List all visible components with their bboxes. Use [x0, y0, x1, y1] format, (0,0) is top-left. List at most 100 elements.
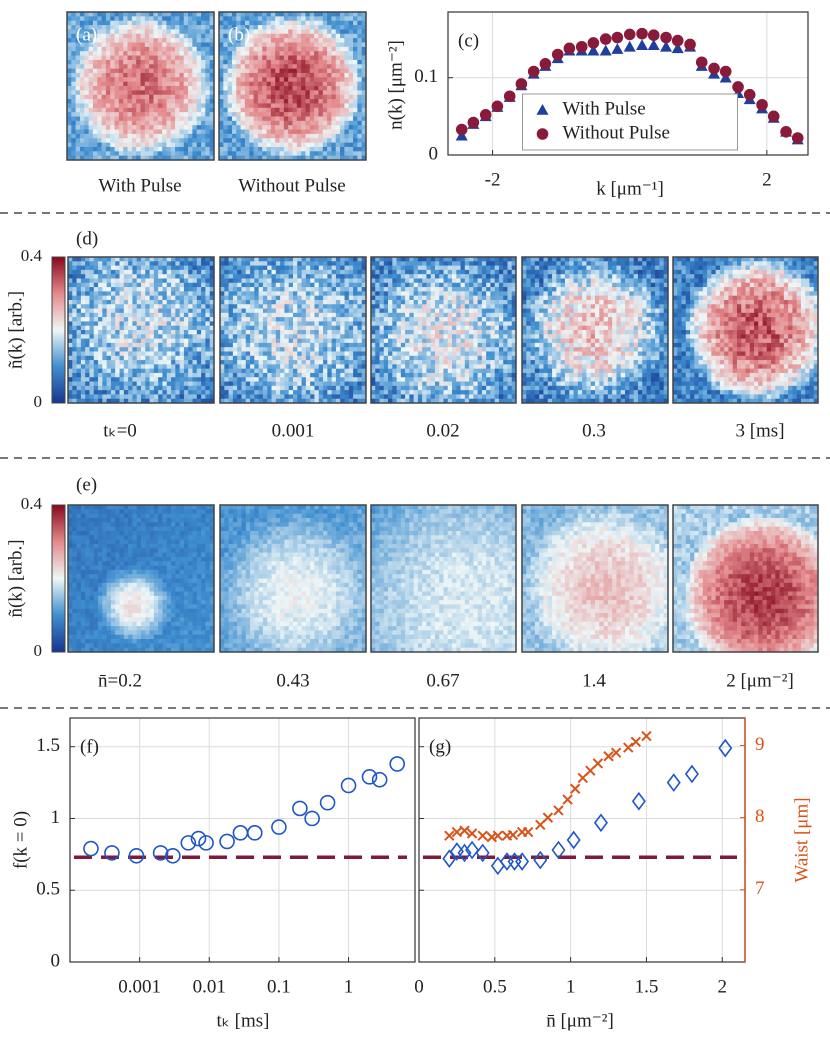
pixel: [123, 142, 128, 148]
pixel: [183, 42, 189, 48]
pixel: [279, 155, 285, 161]
pixel: [153, 282, 159, 288]
pixel: [128, 278, 133, 284]
pixel: [231, 125, 237, 130]
pixel: [296, 20, 302, 26]
pixel: [236, 38, 242, 43]
pixel: [250, 261, 255, 266]
pixel: [136, 372, 142, 378]
pixel: [357, 16, 363, 22]
pixel: [392, 372, 397, 378]
pixel: [301, 372, 307, 378]
pixel: [149, 291, 155, 297]
pixel: [72, 368, 77, 374]
pixel: [153, 355, 159, 361]
pixel: [179, 351, 185, 357]
pixel: [179, 99, 185, 104]
pixel: [162, 138, 167, 143]
pixel: [119, 377, 125, 382]
pixel: [183, 372, 189, 378]
pixel: [72, 287, 77, 292]
pixel: [149, 55, 154, 61]
pixel: [140, 103, 146, 109]
pixel: [175, 42, 180, 48]
pixel: [223, 120, 229, 126]
pixel: [98, 381, 103, 387]
pixel: [236, 103, 242, 109]
pixel: [292, 90, 298, 96]
pixel: [196, 38, 202, 43]
pixel: [171, 351, 176, 357]
pixel: [314, 325, 320, 331]
pixel: [92, 138, 98, 143]
pixel: [76, 347, 82, 352]
pixel: [361, 299, 367, 305]
pixel: [331, 133, 337, 139]
pixel: [85, 265, 90, 271]
pixel: [231, 151, 237, 157]
pixel: [318, 330, 324, 335]
pixel: [88, 25, 94, 30]
pixel: [128, 355, 133, 361]
pixel: [284, 360, 290, 365]
pixel: [353, 390, 358, 395]
pixel: [119, 385, 125, 391]
pixel: [89, 304, 95, 309]
pixel: [327, 257, 333, 262]
pixel: [158, 338, 163, 344]
pixel: [231, 107, 237, 113]
pixel: [145, 377, 150, 382]
pixel: [301, 312, 307, 318]
pixel: [171, 334, 176, 339]
pixel: [183, 269, 189, 275]
pixel: [245, 381, 251, 387]
pixel: [375, 295, 380, 301]
pixel: [271, 360, 277, 365]
pixel: [267, 377, 272, 382]
pixel: [175, 334, 181, 339]
pixel: [322, 29, 328, 35]
pixel: [224, 278, 229, 284]
pixel: [232, 372, 238, 378]
pixel: [219, 90, 224, 96]
pixel: [318, 51, 324, 56]
pixel: [71, 59, 77, 65]
pixel: [288, 29, 293, 35]
pixel: [76, 334, 82, 339]
pixel: [284, 355, 290, 361]
pixel: [361, 25, 367, 30]
pixel: [305, 385, 311, 391]
pixel: [201, 129, 206, 135]
pixel: [318, 94, 324, 100]
pixel: [236, 59, 242, 65]
pixel: [266, 146, 272, 152]
pixel: [241, 398, 247, 404]
pixel: [115, 338, 120, 344]
pixel: [249, 133, 254, 139]
pixel: [192, 33, 198, 39]
pixel: [80, 381, 86, 387]
pixel: [293, 385, 298, 391]
pixel: [388, 390, 393, 395]
pixel: [400, 342, 406, 348]
pixel: [357, 377, 363, 382]
pixel: [283, 64, 289, 69]
pixel: [97, 133, 102, 139]
pixel: [119, 355, 125, 361]
pixel: [205, 142, 211, 148]
pixel: [284, 299, 290, 305]
pixel: [153, 81, 159, 87]
pixel: [131, 120, 137, 126]
pixel: [335, 116, 341, 122]
pixel: [136, 129, 141, 135]
pixel: [166, 291, 172, 297]
pixel: [383, 265, 389, 271]
pixel: [75, 38, 81, 43]
pixel: [250, 269, 255, 275]
pixel: [318, 20, 324, 26]
pixel: [219, 20, 224, 26]
pixel: [322, 151, 328, 157]
pixel: [284, 334, 290, 339]
pixel: [110, 77, 115, 83]
pixel: [158, 261, 163, 266]
